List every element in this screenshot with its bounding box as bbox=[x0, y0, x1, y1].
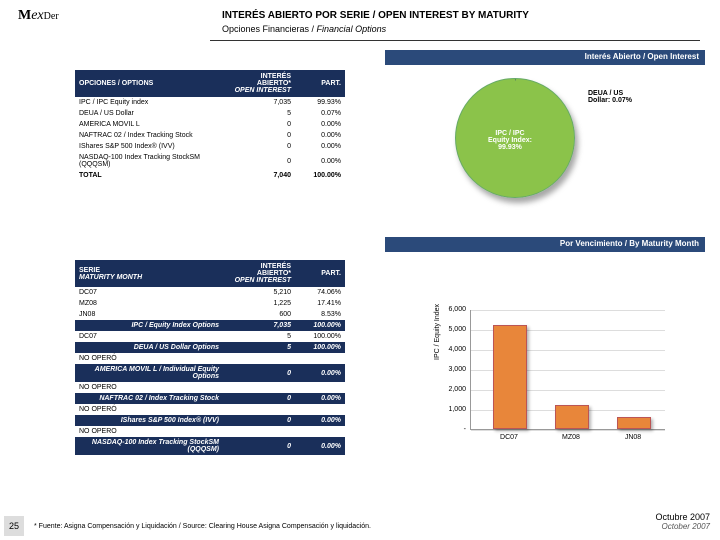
table-subtotal-row: AMERICA MOVIL L / Individual Equity Opti… bbox=[75, 364, 345, 382]
table-row: IShares S&P 500 Index® (IVV)00.00% bbox=[75, 141, 345, 152]
footnote: * Fuente: Asigna Compensación y Liquidac… bbox=[34, 523, 371, 530]
table-row: DEUA / US Dollar50.07% bbox=[75, 108, 345, 119]
table-subtotal-row: IPC / Equity Index Options7,035100.00% bbox=[75, 320, 345, 331]
pie-label-ipc: IPC / IPCEquity Index:99.93% bbox=[488, 130, 532, 151]
table-total-row: TOTAL7,040100.00% bbox=[75, 170, 345, 181]
table-subtotal-row: IShares S&P 500 Index® (IVV)00.00% bbox=[75, 415, 345, 426]
banner-open-interest: Interés Abierto / Open Interest bbox=[385, 50, 705, 65]
table-row: NASDAQ-100 Index Tracking StockSM (QQQSM… bbox=[75, 152, 345, 170]
bar-chart: IPC / Equity Index -1,0002,0003,0004,000… bbox=[440, 310, 665, 455]
th-serie: SERIEMATURITY MONTH bbox=[75, 260, 223, 287]
table-row: DC075100.00% bbox=[75, 331, 345, 342]
th-part2: PART. bbox=[295, 260, 345, 287]
table-row: NO OPERO bbox=[75, 426, 345, 437]
page-number: 25 bbox=[4, 516, 24, 536]
page-title: INTERÉS ABIERTO POR SERIE / OPEN INTERES… bbox=[222, 10, 529, 21]
bar bbox=[555, 405, 589, 430]
bar-ytick: 5,000 bbox=[440, 326, 466, 333]
bar-xtick: JN08 bbox=[613, 434, 653, 441]
title-rule bbox=[210, 40, 700, 41]
options-table: OPCIONES / OPTIONS INTERÉS ABIERTO*OPEN … bbox=[75, 70, 345, 181]
table-row: MZ081,22517.41% bbox=[75, 298, 345, 309]
bar-xtick: MZ08 bbox=[551, 434, 591, 441]
date-label: Octubre 2007October 2007 bbox=[655, 512, 710, 531]
bar-ytick: 1,000 bbox=[440, 406, 466, 413]
bar-ytick: 6,000 bbox=[440, 306, 466, 313]
th-part: PART. bbox=[295, 70, 345, 97]
table-row: JN086008.53% bbox=[75, 309, 345, 320]
table-row: NO OPERO bbox=[75, 382, 345, 393]
bar bbox=[617, 417, 651, 429]
logo: MexDer bbox=[18, 8, 59, 24]
th-oi: INTERÉS ABIERTO*OPEN INTEREST bbox=[223, 70, 295, 97]
bar bbox=[493, 325, 527, 429]
table-row: NO OPERÓ bbox=[75, 404, 345, 415]
bar-ytick: 2,000 bbox=[440, 386, 466, 393]
table-row: IPC / IPC Equity index7,03599.93% bbox=[75, 97, 345, 108]
table-row: NO OPERÓ bbox=[75, 353, 345, 364]
bar-ytick: 3,000 bbox=[440, 366, 466, 373]
bar-ytick: - bbox=[440, 426, 466, 433]
pie-label-deua: DEUA / USDollar: 0.07% bbox=[588, 90, 632, 104]
page-subtitle: Opciones Financieras / Financial Options bbox=[222, 24, 386, 34]
bar-xtick: DC07 bbox=[489, 434, 529, 441]
th-options: OPCIONES / OPTIONS bbox=[75, 70, 223, 97]
banner-maturity: Por Vencimiento / By Maturity Month bbox=[385, 237, 705, 252]
bar-ytick: 4,000 bbox=[440, 346, 466, 353]
table-subtotal-row: NASDAQ-100 Index Tracking StockSM (QQQSM… bbox=[75, 437, 345, 455]
th-oi2: INTERÉS ABIERTO*OPEN INTEREST bbox=[223, 260, 295, 287]
table-row: DC075,21074.06% bbox=[75, 287, 345, 298]
table-row: AMERICA MOVIL L00.00% bbox=[75, 119, 345, 130]
table-row: NAFTRAC 02 / Index Tracking Stock00.00% bbox=[75, 130, 345, 141]
table-subtotal-row: DEUA / US Dollar Options5100.00% bbox=[75, 342, 345, 353]
maturity-table: SERIEMATURITY MONTH INTERÉS ABIERTO*OPEN… bbox=[75, 260, 345, 455]
table-subtotal-row: NAFTRAC 02 / Index Tracking Stock00.00% bbox=[75, 393, 345, 404]
